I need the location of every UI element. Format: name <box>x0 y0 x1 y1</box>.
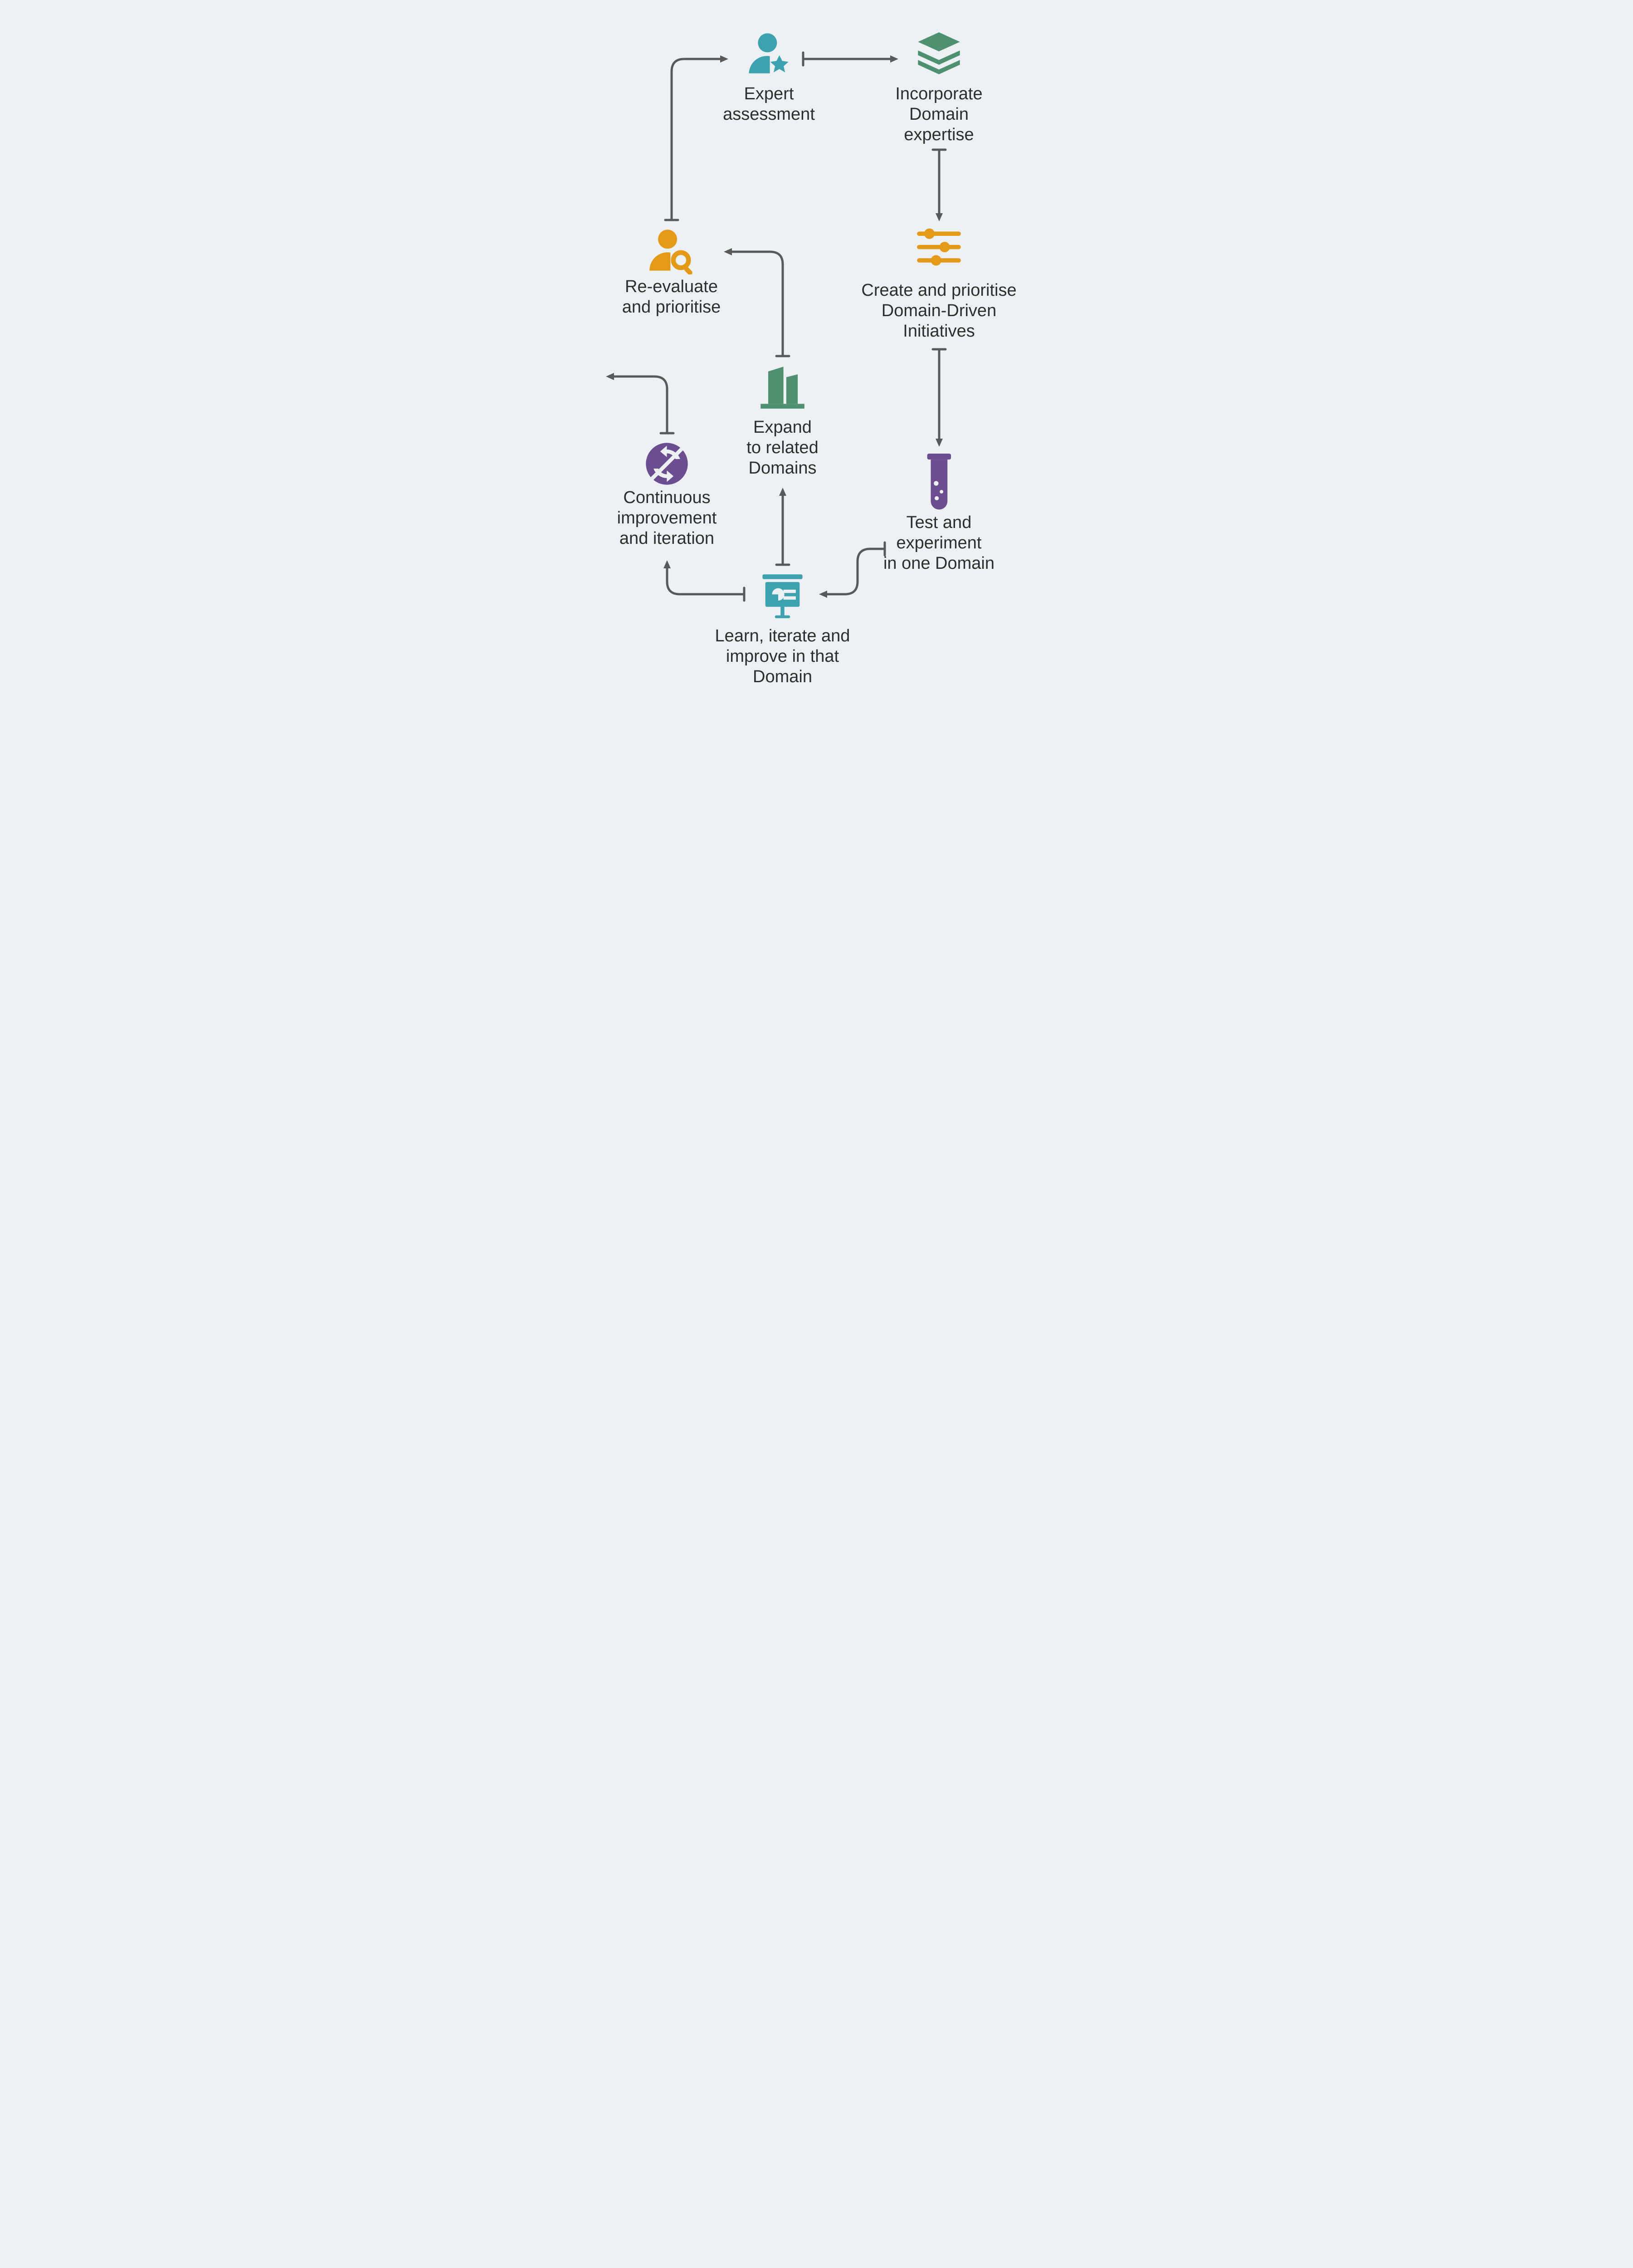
layers-icon <box>867 29 1012 77</box>
node-label-continuous: Continuousimprovementand iteration <box>595 488 740 548</box>
person-search-icon <box>599 227 744 274</box>
node-continuous: Continuousimprovementand iteration <box>595 440 740 490</box>
edge-continuous-to-out <box>606 373 673 433</box>
node-label-expert: Expertassessment <box>701 84 837 125</box>
node-incorporate: IncorporateDomainexpertise <box>867 29 1012 80</box>
node-learn: Learn, iterate andimprove in thatDomain <box>697 572 869 622</box>
node-label-learn: Learn, iterate andimprove in thatDomain <box>697 626 869 687</box>
edge-reeval-to-expert <box>665 55 728 220</box>
node-create: Create and prioritiseDomain-DrivenInitia… <box>858 227 1021 270</box>
sync-off-icon <box>595 440 740 488</box>
test-tube-icon <box>862 454 1016 513</box>
edge-create-to-test <box>933 349 946 447</box>
node-label-create: Create and prioritiseDomain-DrivenInitia… <box>858 280 1021 341</box>
buildings-icon <box>715 363 851 411</box>
node-test: Test andexperimentin one Domain <box>862 454 1016 516</box>
sliders-icon <box>858 227 1021 267</box>
node-label-reeval: Re-evaluateand prioritise <box>599 277 744 318</box>
node-label-test: Test andexperimentin one Domain <box>862 513 1016 573</box>
presentation-icon <box>697 572 869 619</box>
person-star-icon <box>701 29 837 77</box>
diagram-canvas: Expertassessment IncorporateDomainexpert… <box>590 0 1043 680</box>
node-expand: Expandto relatedDomains <box>715 363 851 413</box>
node-label-incorporate: IncorporateDomainexpertise <box>867 84 1012 145</box>
edge-incorporate-to-create <box>933 150 946 221</box>
edge-learn-to-expand <box>776 488 789 565</box>
node-reeval: Re-evaluateand prioritise <box>599 227 744 277</box>
node-expert: Expertassessment <box>701 29 837 80</box>
